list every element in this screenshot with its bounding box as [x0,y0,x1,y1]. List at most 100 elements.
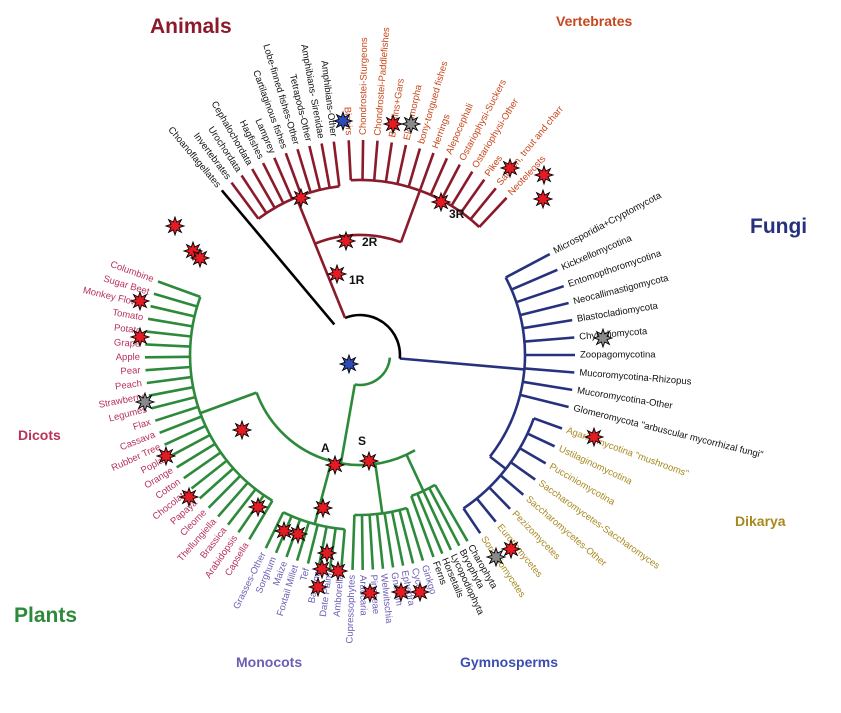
branch [488,394,522,458]
dikarya-label: Dikarya [735,513,786,529]
duplication-star-icon [335,230,357,252]
gymnosperms-label: Gymnosperms [460,654,558,670]
leaf-label: Zoopagomycotina [580,350,656,361]
branch [398,509,415,564]
duplication-star-icon [332,110,354,132]
branch [509,461,536,481]
branch [384,142,394,183]
leaf-label: Chondrostei-Sturgeons [358,37,370,135]
branch [533,417,563,430]
duplication-star-icon [311,558,333,580]
duplication-star-icon [324,454,346,476]
branch [226,488,257,526]
branch [240,174,268,214]
branch [399,190,422,243]
branch [248,500,274,540]
branch [145,365,191,372]
leaf-label: Blastocladiomycota [576,301,659,325]
node-2r: 2R [362,235,378,249]
duplication-star-icon [409,581,431,603]
branch [396,144,408,185]
branch [144,355,191,359]
branch [428,487,461,547]
branch [440,163,461,201]
branch [410,495,435,558]
branch [169,433,211,458]
branch [176,442,216,469]
branch [478,196,508,228]
leaf-label: Tef [298,567,312,582]
monocots-label: Monocots [236,654,302,670]
branch [433,484,469,542]
branch [519,447,547,465]
duplication-star-icon [359,582,381,604]
branch [148,385,194,397]
duplication-star-icon [316,542,338,564]
branch [505,252,551,279]
branch [524,367,575,374]
branch [368,514,375,570]
leaf-label: Grape [114,337,141,349]
branch [295,196,339,300]
branch [504,276,527,396]
branch [306,524,319,564]
branch [183,451,222,480]
branch [489,455,507,470]
branch [146,375,192,385]
duplication-star-icon [129,290,151,312]
branch [390,511,405,566]
branch [308,145,322,191]
branch [462,507,482,534]
duplication-star-icon [247,496,269,518]
branch [405,507,425,561]
branch [339,384,357,464]
branch [383,512,395,568]
leaf-label: Chytridiomycota [579,326,648,343]
branch [153,292,198,308]
branch [372,140,379,181]
branch [145,343,191,348]
vertebrates-label: Vertebrates [556,13,632,29]
duplication-star-icon [178,486,200,508]
branch [399,357,525,371]
fungi-label: Fungi [750,215,807,238]
branch [360,514,364,571]
branch [217,481,249,518]
branch [320,143,331,188]
leaf-label: Flax [132,417,153,433]
duplication-star-icon [532,188,554,210]
duplication-star-icon [231,419,253,441]
branch [524,336,575,343]
branch [475,497,497,523]
branch [147,317,193,328]
duplication-star-icon [500,538,522,560]
duplication-star-icon [155,445,177,467]
branch [418,152,435,192]
leaf-label: Peach [114,378,142,392]
branch [336,298,347,319]
duplication-star-icon [583,426,605,448]
duplication-star-icon [273,520,295,542]
branch [150,304,195,318]
branch [526,432,556,448]
branch [296,148,312,193]
duplication-star-icon [189,247,211,269]
branch [522,380,573,392]
duplication-star-icon [327,560,349,582]
branch [255,392,416,467]
leaf-label: Amborella [332,573,347,617]
node-1r: 1R [349,273,365,287]
duplication-star-icon [499,157,521,179]
leaf-label: Pear [120,365,141,377]
leaf-label: Glomeromycota "arbuscular mycorrhizal fu… [572,403,764,461]
branch [207,474,242,509]
branch [344,313,402,359]
branch [154,405,199,422]
duplication-star-icon [485,546,507,568]
branch [515,284,565,304]
duplication-star-icon [400,113,422,135]
leaf-label: Cupressophytes [344,574,357,643]
branch [460,178,486,213]
branch [450,171,474,207]
